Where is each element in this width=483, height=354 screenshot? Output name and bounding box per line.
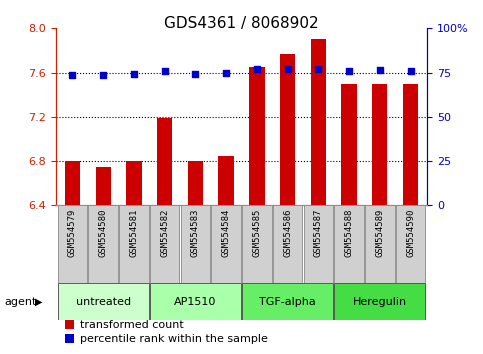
Text: GSM554584: GSM554584 <box>222 209 230 257</box>
Bar <box>365 205 395 283</box>
Text: GSM554585: GSM554585 <box>253 209 261 257</box>
Bar <box>157 118 172 205</box>
Text: untreated: untreated <box>76 297 131 307</box>
Bar <box>57 205 87 283</box>
Bar <box>273 205 302 283</box>
Bar <box>372 84 387 205</box>
Point <box>407 68 414 74</box>
Text: GSM554579: GSM554579 <box>68 209 77 257</box>
Bar <box>57 283 149 320</box>
Text: GSM554580: GSM554580 <box>99 209 108 257</box>
Text: transformed count: transformed count <box>80 320 184 330</box>
Text: ▶: ▶ <box>35 297 43 307</box>
Bar <box>242 205 271 283</box>
Point <box>253 66 261 72</box>
Text: TGF-alpha: TGF-alpha <box>259 297 316 307</box>
Bar <box>212 205 241 283</box>
Bar <box>96 167 111 205</box>
Text: Heregulin: Heregulin <box>353 297 407 307</box>
Bar <box>403 84 418 205</box>
Point <box>69 73 76 78</box>
Bar <box>119 205 149 283</box>
Bar <box>65 161 80 205</box>
Point <box>161 68 169 74</box>
Bar <box>150 205 179 283</box>
Text: GSM554590: GSM554590 <box>406 209 415 257</box>
Bar <box>249 67 265 205</box>
Bar <box>304 205 333 283</box>
Bar <box>88 205 118 283</box>
Text: GSM554583: GSM554583 <box>191 209 200 257</box>
Bar <box>334 205 364 283</box>
Bar <box>218 155 234 205</box>
Text: GSM554589: GSM554589 <box>375 209 384 257</box>
Text: GSM554587: GSM554587 <box>314 209 323 257</box>
Point <box>314 66 322 72</box>
Point <box>284 66 291 72</box>
Bar <box>311 39 326 205</box>
Point <box>345 68 353 74</box>
Point <box>376 67 384 73</box>
Bar <box>396 205 426 283</box>
Point <box>99 73 107 78</box>
Bar <box>334 283 426 320</box>
Bar <box>341 84 357 205</box>
Text: GSM554581: GSM554581 <box>129 209 139 257</box>
Text: GSM554588: GSM554588 <box>344 209 354 257</box>
Bar <box>188 161 203 205</box>
Text: AP1510: AP1510 <box>174 297 216 307</box>
Bar <box>242 283 333 320</box>
Text: GSM554582: GSM554582 <box>160 209 169 257</box>
Bar <box>126 161 142 205</box>
Point <box>222 71 230 76</box>
Bar <box>181 205 210 283</box>
Point <box>192 72 199 77</box>
Bar <box>150 283 241 320</box>
Text: agent: agent <box>5 297 37 307</box>
Bar <box>280 54 295 205</box>
Text: percentile rank within the sample: percentile rank within the sample <box>80 335 268 344</box>
Point <box>130 72 138 77</box>
Text: GSM554586: GSM554586 <box>283 209 292 257</box>
Text: GDS4361 / 8068902: GDS4361 / 8068902 <box>164 16 319 31</box>
